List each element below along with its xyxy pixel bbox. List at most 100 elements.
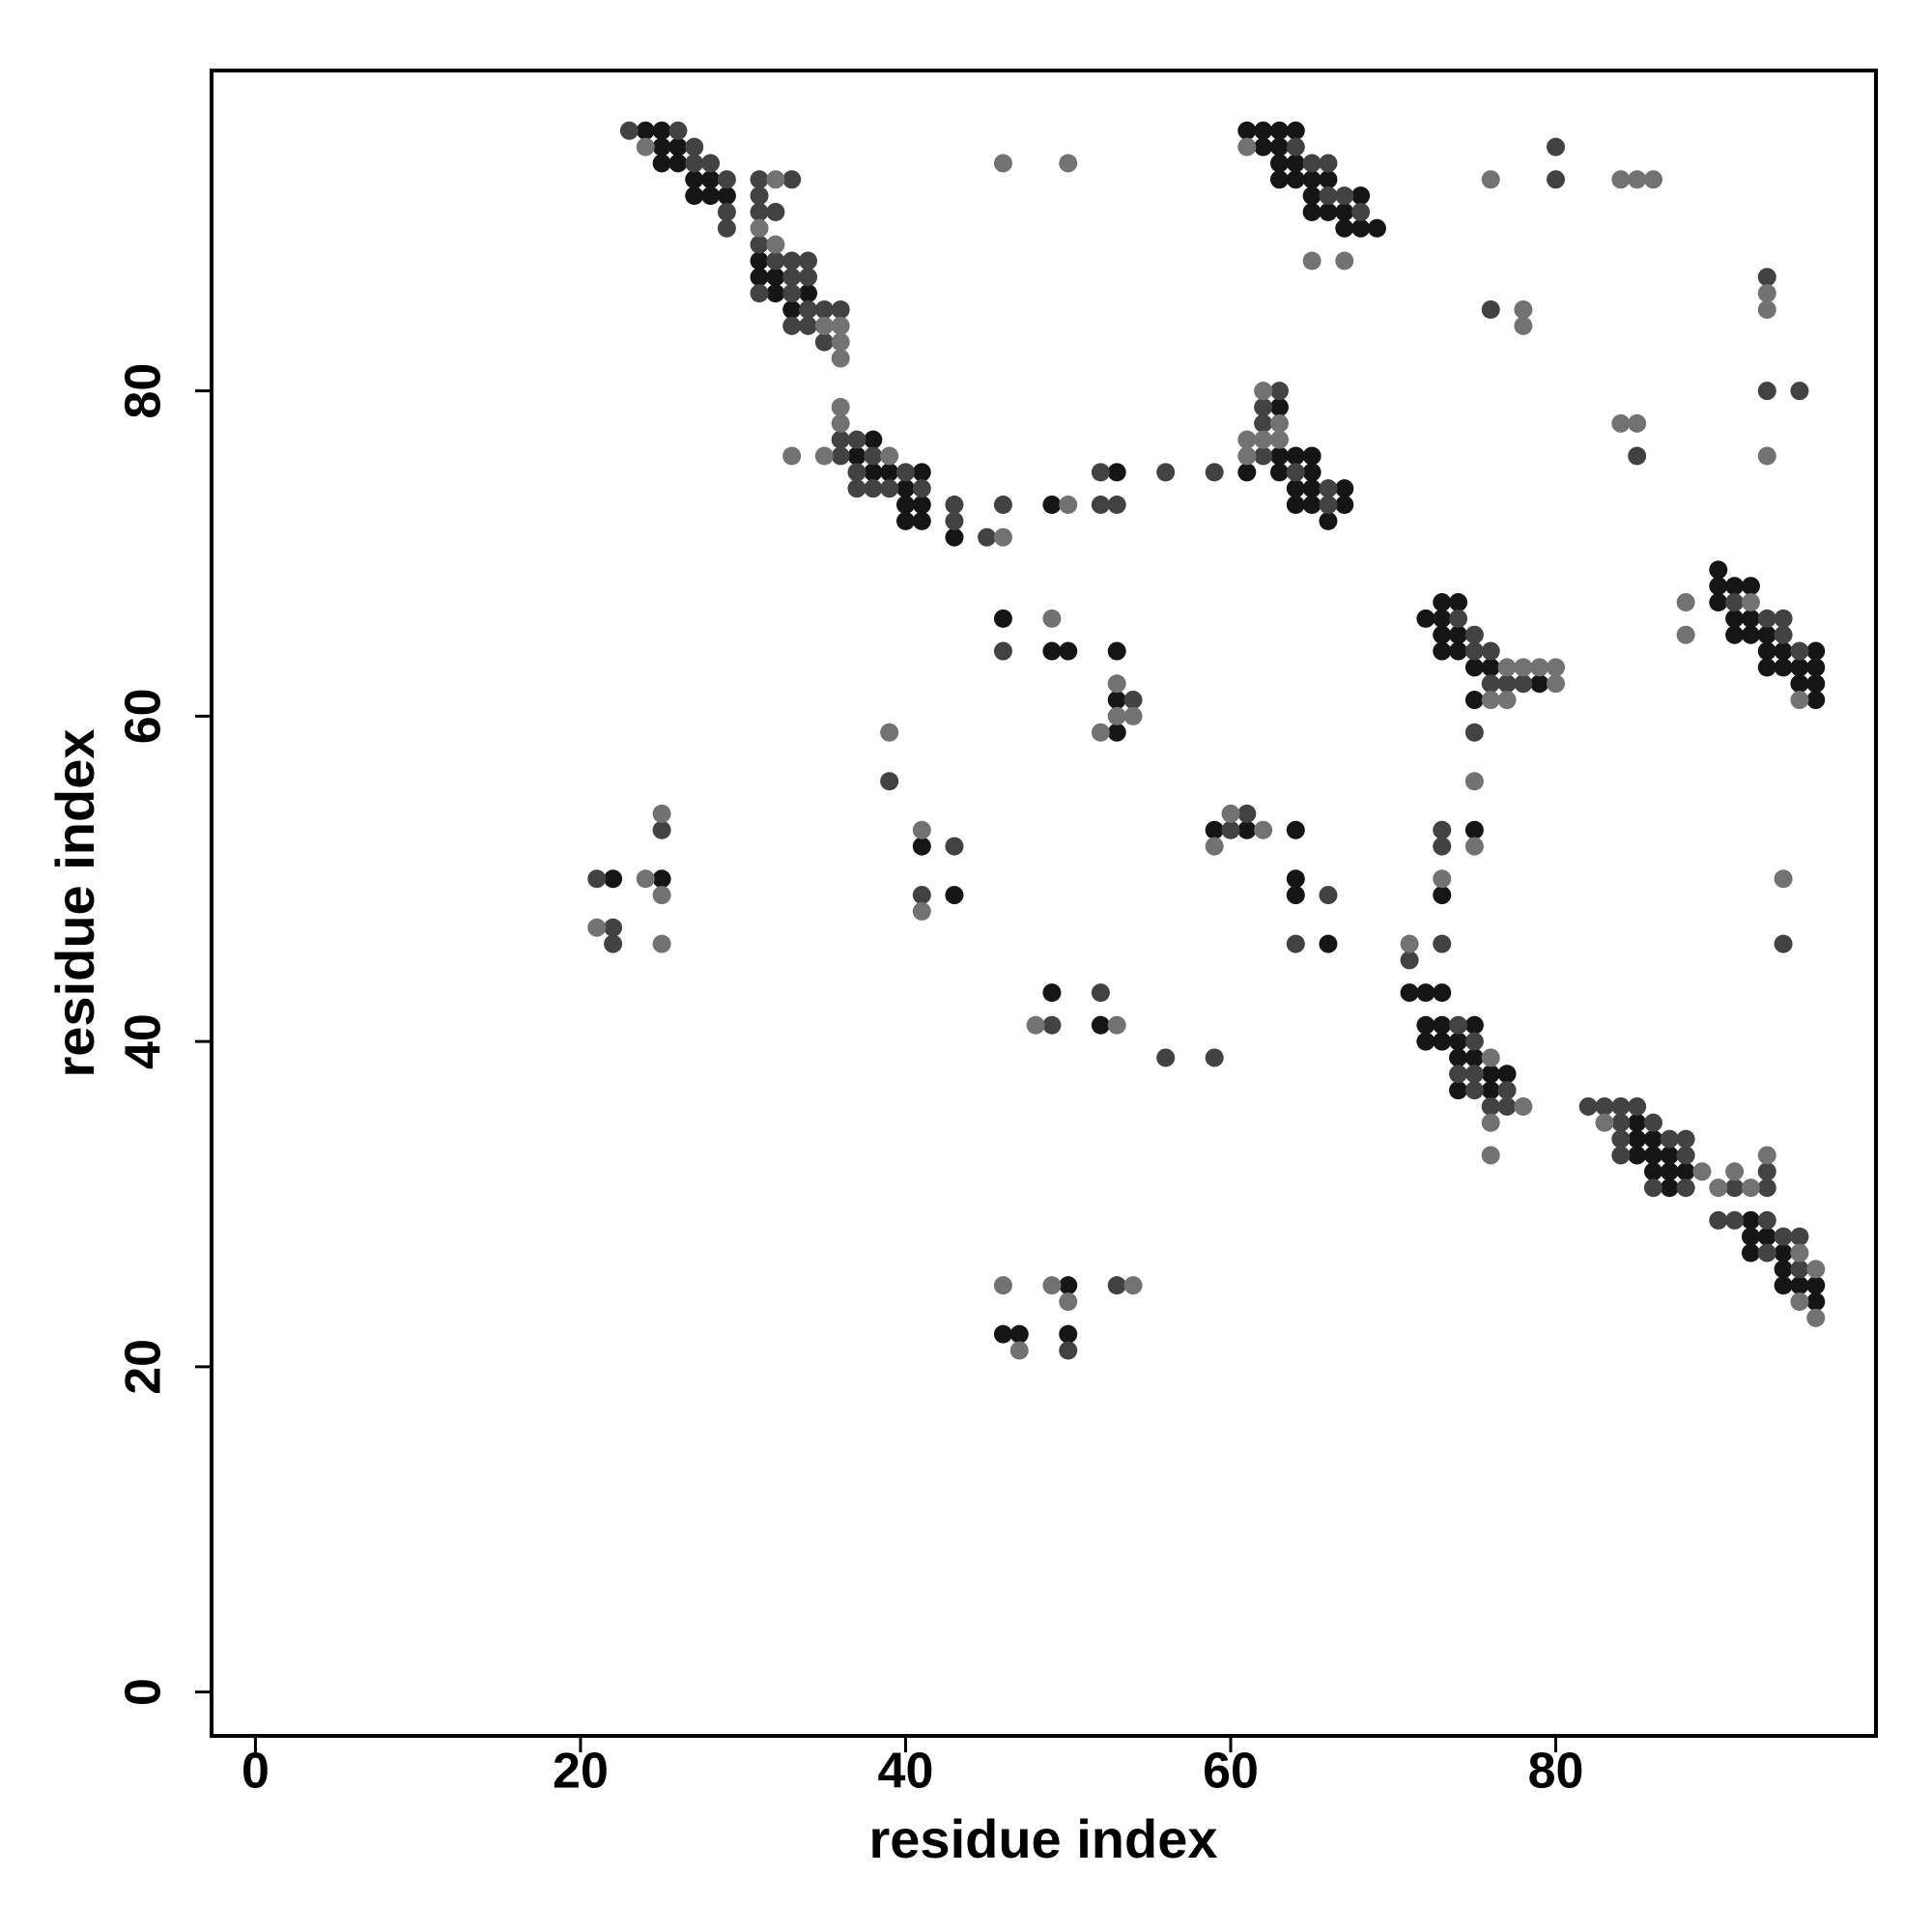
point (1302, 186, 1321, 206)
point (1123, 706, 1143, 725)
point (1660, 1179, 1679, 1198)
y-axis-label: residue index (44, 728, 105, 1077)
point (1628, 1096, 1647, 1116)
point (1433, 820, 1452, 839)
point (1757, 446, 1776, 466)
point (1026, 1015, 1045, 1035)
point (1335, 186, 1354, 206)
point (1514, 299, 1533, 319)
point (685, 137, 704, 156)
point (1774, 934, 1793, 953)
point (1757, 1146, 1776, 1165)
point (1433, 625, 1452, 644)
point (1416, 1032, 1435, 1051)
point (1578, 1096, 1598, 1116)
point (1286, 121, 1305, 140)
point (1530, 658, 1549, 677)
point (1660, 1146, 1679, 1165)
point (1611, 1096, 1631, 1116)
point (1790, 1292, 1809, 1311)
point (993, 641, 1012, 661)
point (652, 154, 671, 173)
point (814, 299, 834, 319)
point (1254, 382, 1273, 401)
point (1757, 1162, 1776, 1181)
point (1757, 1243, 1776, 1263)
point (1286, 463, 1305, 482)
point (1091, 983, 1110, 1003)
point (1514, 674, 1533, 694)
point (1464, 1065, 1484, 1084)
point (652, 886, 671, 905)
point (750, 186, 769, 206)
point (1091, 723, 1110, 742)
point (1741, 1243, 1760, 1263)
point (1757, 1227, 1776, 1246)
point (668, 154, 688, 173)
point (1481, 1081, 1500, 1100)
point (1319, 496, 1338, 515)
point (1319, 886, 1338, 905)
point (1319, 511, 1338, 530)
point (880, 463, 899, 482)
point (1514, 658, 1533, 677)
point (1221, 820, 1240, 839)
x-tick-label: 40 (878, 1744, 934, 1800)
point (880, 772, 899, 791)
point (685, 170, 704, 189)
point (864, 463, 883, 482)
point (1660, 1129, 1679, 1149)
point (1628, 446, 1647, 466)
point (1449, 1081, 1468, 1100)
point (1481, 170, 1500, 189)
point (1628, 1113, 1647, 1132)
point (1741, 593, 1760, 612)
point (1107, 691, 1126, 710)
point (831, 413, 850, 433)
point (1497, 674, 1517, 694)
point (912, 479, 931, 498)
point (831, 430, 850, 449)
point (831, 332, 850, 352)
point (1449, 641, 1468, 661)
point (1790, 1243, 1809, 1263)
point (1433, 593, 1452, 612)
point (1269, 413, 1289, 433)
point (993, 496, 1012, 515)
point (1676, 1179, 1695, 1198)
point (831, 316, 850, 335)
point (1464, 691, 1484, 710)
point (847, 479, 867, 498)
point (1237, 137, 1257, 156)
point (652, 121, 671, 140)
point (750, 284, 769, 303)
point (1774, 658, 1793, 677)
point (1790, 1227, 1809, 1246)
point (782, 446, 802, 466)
point (1156, 463, 1176, 482)
point (1741, 577, 1760, 596)
point (1254, 430, 1273, 449)
point (1416, 609, 1435, 628)
point (1254, 137, 1273, 156)
point (1628, 1146, 1647, 1165)
point (1269, 382, 1289, 401)
point (1335, 218, 1354, 238)
point (1335, 202, 1354, 221)
point (652, 869, 671, 889)
point (1481, 1065, 1500, 1084)
point (1611, 1113, 1631, 1132)
point (1123, 1276, 1143, 1295)
point (1643, 170, 1662, 189)
point (1042, 641, 1062, 661)
point (1449, 1015, 1468, 1035)
point (1286, 869, 1305, 889)
point (1464, 723, 1484, 742)
point (1319, 479, 1338, 498)
plot-frame (210, 69, 1878, 1738)
point (1547, 137, 1566, 156)
point (1709, 560, 1728, 580)
point (1774, 1227, 1793, 1246)
point (1042, 1276, 1062, 1295)
